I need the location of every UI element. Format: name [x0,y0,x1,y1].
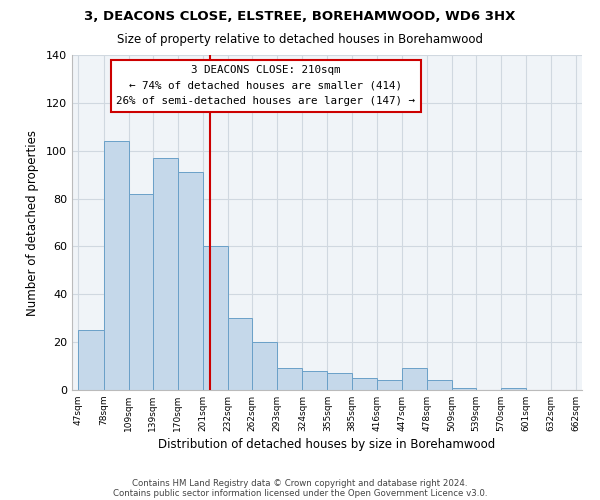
Bar [104,141,128,390]
Text: 3 DEACONS CLOSE: 210sqm
← 74% of detached houses are smaller (414)
26% of semi-d: 3 DEACONS CLOSE: 210sqm ← 74% of detache… [116,65,415,106]
Bar [402,368,427,390]
Text: Contains HM Land Registry data © Crown copyright and database right 2024.: Contains HM Land Registry data © Crown c… [132,478,468,488]
X-axis label: Distribution of detached houses by size in Borehamwood: Distribution of detached houses by size … [158,438,496,451]
Bar [228,318,252,390]
Bar [302,371,328,390]
Bar [328,373,352,390]
Y-axis label: Number of detached properties: Number of detached properties [26,130,39,316]
Bar [277,368,302,390]
Bar [252,342,277,390]
Bar [377,380,402,390]
Bar [128,194,153,390]
Bar [203,246,228,390]
Bar [501,388,526,390]
Bar [178,172,203,390]
Text: 3, DEACONS CLOSE, ELSTREE, BOREHAMWOOD, WD6 3HX: 3, DEACONS CLOSE, ELSTREE, BOREHAMWOOD, … [85,10,515,23]
Bar [427,380,452,390]
Bar [352,378,377,390]
Bar [452,388,476,390]
Text: Contains public sector information licensed under the Open Government Licence v3: Contains public sector information licen… [113,488,487,498]
Bar [153,158,178,390]
Bar [79,330,104,390]
Text: Size of property relative to detached houses in Borehamwood: Size of property relative to detached ho… [117,32,483,46]
